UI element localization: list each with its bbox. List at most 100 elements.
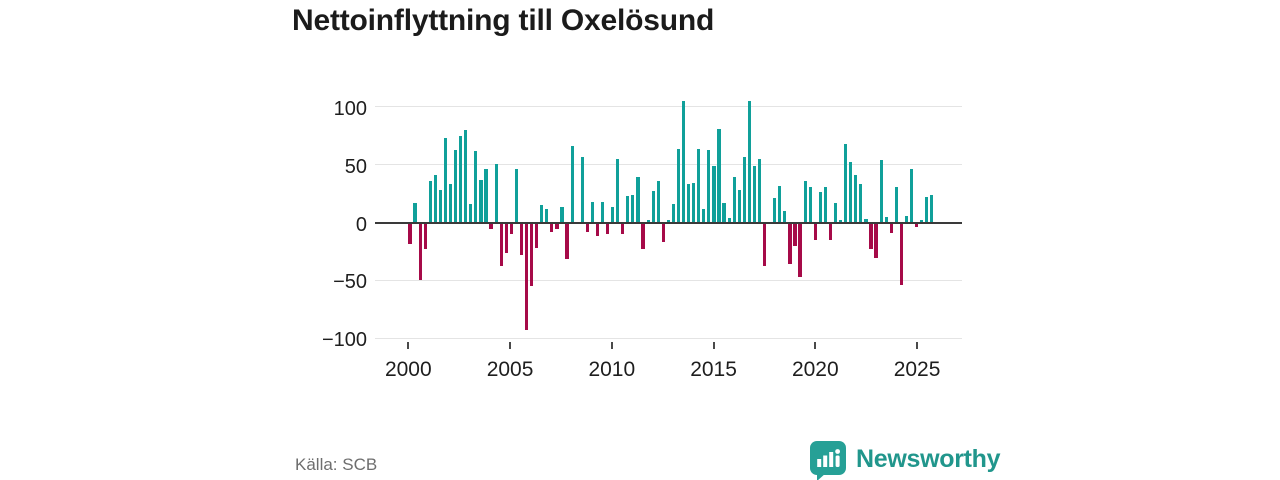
- x-axis-tick-mark: [407, 342, 410, 349]
- bar-positive-quarter: [742, 156, 746, 223]
- bar-positive-quarter: [697, 148, 701, 223]
- bar-positive-quarter: [540, 205, 544, 223]
- x-axis-tick-mark: [509, 342, 512, 349]
- bar-positive-quarter: [752, 165, 757, 223]
- x-axis-tick-mark: [610, 342, 613, 349]
- bar-negative-quarter: [889, 222, 893, 233]
- x-axis-year-label: 2010: [588, 358, 636, 381]
- y-axis-tick-label: −50: [333, 271, 367, 294]
- bar-positive-quarter: [651, 191, 655, 223]
- bar-negative-quarter: [408, 222, 412, 245]
- bar-positive-quarter: [823, 186, 827, 223]
- bar-positive-quarter: [474, 150, 478, 223]
- bar-positive-quarter: [773, 198, 777, 223]
- bar-positive-quarter: [839, 220, 843, 223]
- bar-positive-quarter: [646, 220, 650, 223]
- x-axis-year-label: 2000: [384, 358, 432, 381]
- bar-positive-quarter: [833, 202, 838, 223]
- bar-positive-quarter: [818, 192, 822, 223]
- bar-negative-quarter: [788, 222, 792, 265]
- x-axis-year-label: 2015: [690, 358, 737, 381]
- bar-positive-quarter: [864, 219, 868, 223]
- bar-positive-quarter: [803, 180, 807, 223]
- bar-negative-quarter: [535, 222, 539, 248]
- bar-positive-quarter: [626, 195, 630, 223]
- bar-positive-quarter: [732, 177, 736, 223]
- bar-positive-quarter: [459, 135, 463, 223]
- bar-negative-quarter: [793, 222, 797, 246]
- bar-negative-quarter: [509, 222, 513, 235]
- bar-positive-quarter: [413, 202, 417, 223]
- bar-positive-quarter: [859, 184, 863, 223]
- bar-positive-quarter: [884, 216, 888, 223]
- x-axis-tick-mark: [814, 342, 817, 349]
- bar-negative-quarter: [595, 222, 600, 237]
- bar-positive-quarter: [879, 160, 883, 223]
- bar-negative-quarter: [519, 222, 524, 255]
- bar-negative-quarter: [763, 222, 767, 267]
- bar-positive-quarter: [737, 190, 741, 223]
- bar-positive-quarter: [707, 149, 711, 223]
- brand-logo: Newsworthy: [810, 441, 1001, 480]
- bar-positive-quarter: [545, 208, 549, 223]
- bar-negative-quarter: [499, 222, 503, 267]
- bar-positive-quarter: [717, 128, 721, 223]
- bar-positive-quarter: [443, 138, 448, 223]
- bar-negative-quarter: [423, 222, 427, 250]
- y-axis-tick-label: 0: [355, 213, 367, 236]
- bar-positive-quarter: [854, 175, 858, 223]
- bar-positive-quarter: [656, 180, 660, 223]
- bar-negative-quarter: [899, 222, 903, 285]
- bar-negative-quarter: [869, 222, 873, 250]
- bar-negative-quarter: [621, 222, 625, 235]
- y-axis-tick-label: −100: [321, 329, 367, 352]
- chart-title: Nettoinflyttning till Oxelösund: [292, 4, 715, 37]
- bar-negative-quarter: [661, 222, 665, 243]
- bar-positive-quarter: [479, 179, 483, 223]
- bar-negative-quarter: [585, 222, 589, 232]
- gridline: [375, 337, 962, 339]
- x-axis-tick-mark: [712, 342, 715, 349]
- bar-positive-quarter: [666, 220, 670, 223]
- bar-positive-quarter: [925, 197, 929, 223]
- bar-positive-quarter: [631, 194, 635, 223]
- bar-positive-quarter: [687, 184, 691, 223]
- bar-positive-quarter: [671, 204, 676, 223]
- bar-positive-quarter: [909, 169, 914, 223]
- bar-negative-quarter: [524, 222, 529, 330]
- bar-positive-quarter: [727, 217, 731, 223]
- brand-name: Newsworthy: [856, 444, 1001, 473]
- bar-negative-quarter: [529, 222, 534, 287]
- bar-negative-quarter: [798, 222, 802, 277]
- bar-positive-quarter: [681, 101, 686, 223]
- bar-positive-quarter: [778, 185, 782, 223]
- bar-positive-quarter: [722, 202, 726, 223]
- bar-negative-quarter: [418, 222, 422, 281]
- bar-positive-quarter: [904, 215, 909, 223]
- bar-positive-quarter: [453, 149, 458, 223]
- gridline: [375, 164, 962, 166]
- bar-chart-plot-area: 100 50 0 −50 −100 2000 2005 2010 2015 2020 2025: [321, 99, 962, 381]
- gridline: [375, 279, 962, 281]
- bar-positive-quarter: [433, 175, 437, 223]
- bar-negative-quarter: [828, 222, 833, 240]
- x-axis-year-label: 2025: [893, 358, 941, 381]
- bar-positive-quarter: [692, 183, 696, 223]
- bar-positive-quarter: [808, 186, 812, 223]
- newsworthy-speech-bubble-barchart-icon: [810, 441, 847, 480]
- bar-positive-quarter: [930, 194, 934, 223]
- bar-positive-quarter: [494, 163, 498, 223]
- bar-positive-quarter: [712, 165, 716, 223]
- bar-positive-quarter: [428, 180, 432, 223]
- bar-positive-quarter: [611, 207, 615, 223]
- bar-positive-quarter: [702, 208, 706, 223]
- bar-negative-quarter: [555, 222, 559, 230]
- bar-positive-quarter: [464, 130, 468, 223]
- bar-positive-quarter: [783, 210, 787, 223]
- bar-negative-quarter: [915, 222, 919, 228]
- bar-positive-quarter: [448, 184, 453, 223]
- source-note: Källa: SCB: [295, 455, 378, 474]
- bar-positive-quarter: [844, 143, 848, 223]
- y-axis-tick-label: 50: [344, 155, 367, 178]
